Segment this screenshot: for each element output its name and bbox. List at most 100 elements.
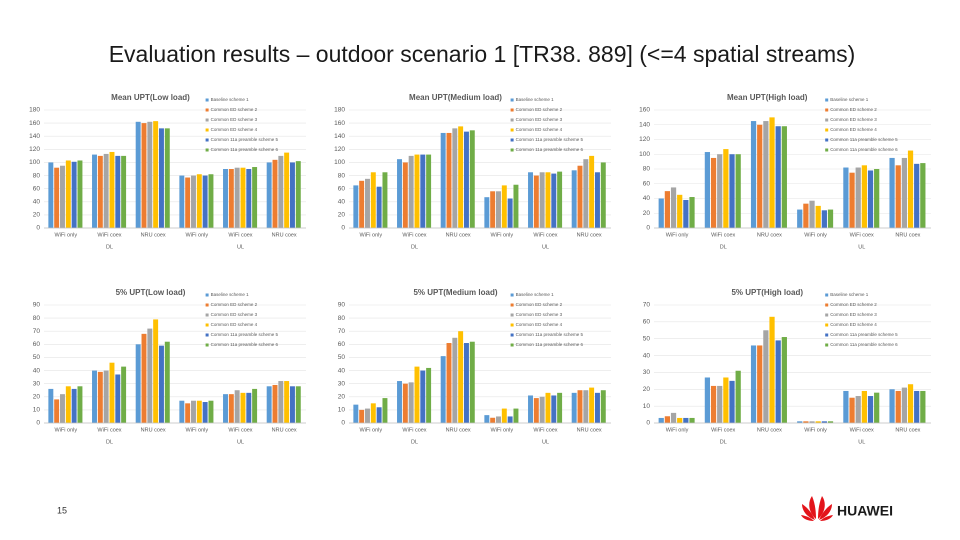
y-tick-label: 100 bbox=[334, 159, 345, 166]
chart-title: Mean UPT(High load) bbox=[727, 93, 808, 102]
y-tick-label: 0 bbox=[646, 225, 650, 232]
x-tick-label: WiFi only bbox=[360, 232, 383, 238]
bar bbox=[278, 155, 284, 228]
bar bbox=[115, 374, 121, 423]
bar bbox=[71, 388, 77, 423]
legend-label: Common ED scheme 3 bbox=[211, 117, 258, 122]
x-tick-label: WiFi only bbox=[186, 232, 209, 238]
legend-swatch bbox=[825, 138, 829, 142]
y-tick-label: 20 bbox=[338, 212, 346, 219]
bar bbox=[551, 395, 557, 423]
bar bbox=[103, 153, 109, 228]
bar bbox=[426, 154, 432, 228]
bar bbox=[664, 416, 671, 423]
x-tick-label: WiFi only bbox=[804, 232, 827, 238]
bar bbox=[359, 409, 365, 423]
chart: 5% UPT(High load) 0 10 20 30 40 50 60 70 WiFi onl… bbox=[630, 283, 935, 455]
bar bbox=[246, 392, 252, 423]
bar bbox=[533, 398, 539, 423]
bar bbox=[583, 390, 589, 423]
x-tick-label: NRU coex bbox=[895, 427, 920, 433]
bar bbox=[185, 403, 191, 423]
bar bbox=[353, 404, 359, 423]
x-tick-label: WiFi coex bbox=[711, 427, 735, 433]
y-tick-label: 140 bbox=[334, 133, 345, 140]
legend-label: Baseline scheme 1 bbox=[830, 292, 869, 297]
legend-label: Common ED scheme 2 bbox=[830, 107, 877, 112]
y-tick-label: 10 bbox=[338, 407, 346, 414]
bar bbox=[496, 191, 501, 228]
chart-title: 5% UPT(Medium load) bbox=[413, 288, 497, 297]
legend-swatch bbox=[205, 333, 209, 337]
y-tick-label: 10 bbox=[33, 407, 41, 414]
bar bbox=[158, 128, 164, 228]
bar bbox=[463, 131, 469, 228]
bar bbox=[895, 165, 901, 228]
x-tick-label: WiFi only bbox=[55, 232, 78, 238]
x-group-label: UL bbox=[542, 439, 549, 445]
x-tick-label: WiFi only bbox=[804, 427, 827, 433]
bar bbox=[414, 366, 420, 423]
chart-title: 5% UPT(Low load) bbox=[116, 288, 186, 297]
bar bbox=[781, 126, 787, 228]
y-tick-label: 160 bbox=[29, 120, 40, 127]
bar bbox=[501, 408, 507, 423]
bar bbox=[490, 191, 496, 228]
legend-label: Common 11a preamble scheme 6 bbox=[516, 147, 584, 152]
bar bbox=[103, 370, 109, 423]
x-tick-label: WiFi coex bbox=[402, 232, 426, 238]
bar bbox=[191, 400, 196, 423]
legend-swatch bbox=[825, 333, 829, 337]
legend-swatch bbox=[205, 118, 209, 122]
x-tick-label: NRU coex bbox=[577, 232, 602, 238]
legend-swatch bbox=[510, 118, 514, 122]
x-tick-label: WiFi coex bbox=[97, 427, 121, 433]
chart: Mean UPT(Medium load) 0 20 40 60 80 100 120 140 1… bbox=[325, 88, 615, 260]
bar bbox=[208, 174, 214, 228]
x-tick-label: WiFi only bbox=[491, 427, 514, 433]
bar bbox=[164, 341, 170, 423]
bar bbox=[71, 161, 77, 228]
bar bbox=[757, 345, 763, 423]
bar bbox=[397, 381, 402, 423]
bar bbox=[289, 386, 295, 423]
bar bbox=[689, 197, 695, 228]
bar bbox=[240, 392, 246, 423]
bar bbox=[240, 167, 246, 228]
bar bbox=[710, 157, 717, 228]
legend-label: Common ED scheme 2 bbox=[211, 302, 258, 307]
y-tick-label: 80 bbox=[338, 315, 346, 322]
legend-swatch bbox=[825, 118, 829, 122]
bar bbox=[228, 169, 234, 228]
bar bbox=[246, 169, 252, 228]
bar bbox=[907, 150, 914, 228]
bar bbox=[109, 362, 115, 423]
x-tick-label: WiFi coex bbox=[228, 232, 252, 238]
legend-label: Common ED scheme 4 bbox=[830, 127, 877, 132]
bar bbox=[710, 385, 717, 423]
bar bbox=[735, 154, 741, 228]
legend-swatch bbox=[205, 148, 209, 152]
bar bbox=[704, 377, 711, 423]
bar bbox=[729, 380, 735, 423]
legend-swatch bbox=[510, 98, 514, 102]
bar bbox=[196, 400, 202, 423]
bar bbox=[121, 366, 127, 423]
legend-label: Baseline scheme 1 bbox=[516, 292, 555, 297]
legend-label: Common ED scheme 4 bbox=[516, 322, 563, 327]
bar bbox=[583, 159, 589, 228]
bar bbox=[272, 159, 278, 228]
y-tick-label: 20 bbox=[643, 210, 651, 217]
legend-label: Common 11a preamble scheme 6 bbox=[830, 147, 898, 152]
x-tick-label: NRU coex bbox=[757, 427, 782, 433]
bar bbox=[426, 367, 432, 423]
bar bbox=[252, 167, 258, 228]
x-tick-label: WiFi coex bbox=[711, 232, 735, 238]
legend-label: Common 11a preamble scheme 5 bbox=[830, 332, 898, 337]
bar bbox=[109, 151, 115, 228]
bar bbox=[815, 205, 821, 228]
bar bbox=[867, 396, 874, 423]
legend-label: Common ED scheme 3 bbox=[830, 117, 877, 122]
bar bbox=[289, 162, 295, 228]
